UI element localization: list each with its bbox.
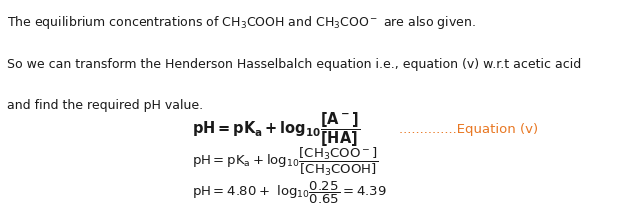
Text: $\mathbf{pH = pK_a + log_{10}\dfrac{[A^-]}{[HA]}}$: $\mathbf{pH = pK_a + log_{10}\dfrac{[A^-… [192, 110, 360, 149]
Text: The equilibrium concentrations of CH$_3$COOH and CH$_3$COO$^-$ are also given.: The equilibrium concentrations of CH$_3$… [7, 14, 476, 32]
Text: $\mathrm{pH = 4.80 + \ log_{10}\dfrac{0.25}{0.65} = 4.39}$: $\mathrm{pH = 4.80 + \ log_{10}\dfrac{0.… [192, 180, 387, 206]
Text: and find the required pH value.: and find the required pH value. [7, 99, 204, 112]
Text: So we can transform the Henderson Hasselbalch equation i.e., equation (v) w.r.t : So we can transform the Henderson Hassel… [7, 58, 582, 71]
Text: ..............Equation (v): ..............Equation (v) [399, 123, 539, 136]
Text: $\mathrm{pH = pK_a + log_{10}\dfrac{[CH_3COO^-]}{[CH_3COOH]}}$: $\mathrm{pH = pK_a + log_{10}\dfrac{[CH_… [192, 146, 378, 178]
